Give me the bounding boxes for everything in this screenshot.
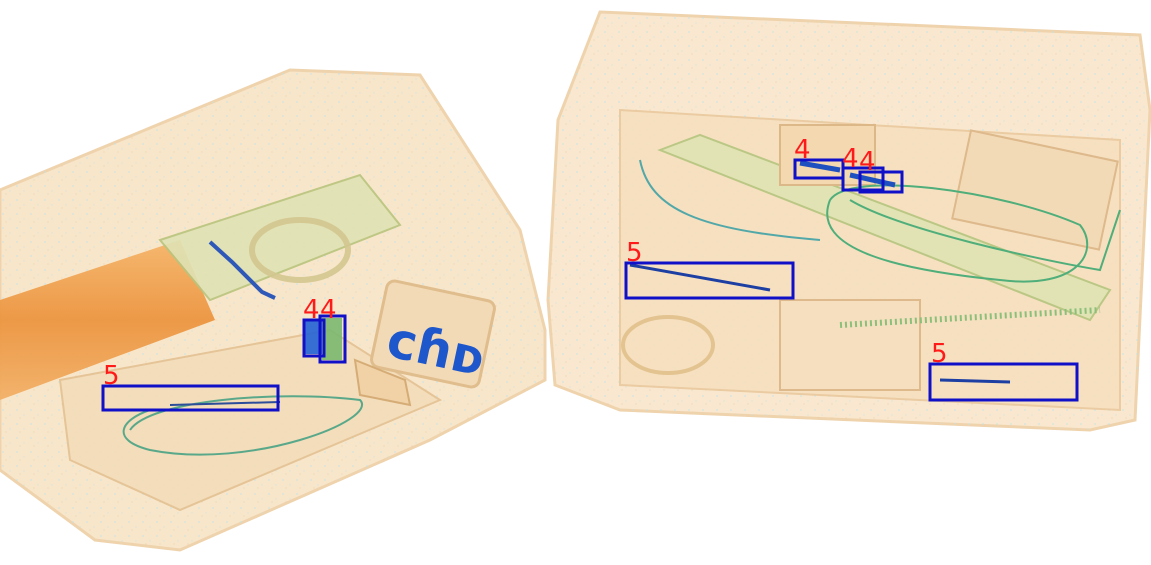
left-bag: ᴄɦᴅ — [0, 68, 547, 552]
detection-overlays — [101, 158, 1079, 412]
detection-box — [318, 314, 347, 364]
detection-box — [624, 261, 795, 300]
detection-label: 4 — [842, 144, 859, 174]
detection-label: 4 — [794, 135, 811, 165]
detection-label: 5 — [103, 361, 120, 391]
right-bag — [546, 10, 1151, 432]
detection-label: 5 — [931, 339, 948, 369]
detection-box — [928, 362, 1079, 402]
detection-box — [841, 166, 885, 192]
detection-label: 4 — [303, 295, 320, 325]
detection-box — [101, 384, 280, 412]
detection-label: 4 — [859, 147, 876, 177]
detection-label: 5 — [626, 238, 643, 268]
detection-box — [302, 318, 326, 358]
detection-box — [858, 170, 904, 194]
detection-label: 4 — [320, 295, 337, 325]
detection-labels: 4 4 4 4 4 5 5 5 — [103, 135, 948, 391]
